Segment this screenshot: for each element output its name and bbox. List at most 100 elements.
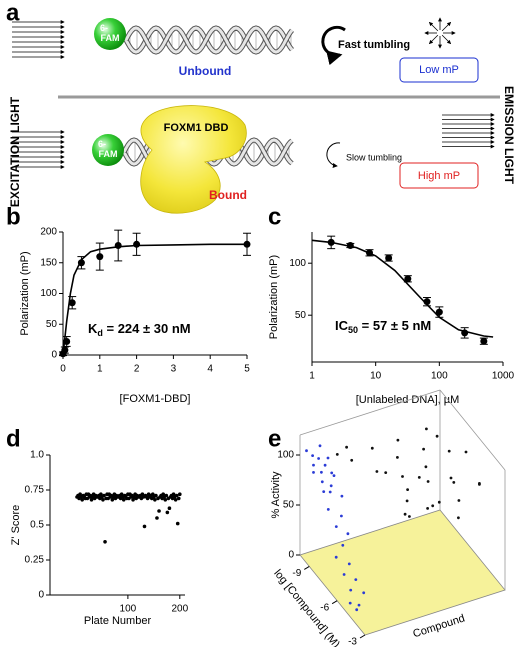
x-tick: [304, 565, 310, 570]
y-tick-label: 100: [289, 258, 306, 269]
x-tick-label: -9: [292, 568, 301, 579]
x-tick-label: -3: [348, 637, 357, 647]
y-tick-label: 0.5: [30, 520, 44, 531]
data-point: [131, 498, 135, 502]
data-point: [346, 532, 350, 536]
data-point: [425, 427, 428, 431]
readout-label: High mP: [418, 170, 460, 182]
data-point: [435, 308, 443, 316]
data-point: [322, 490, 326, 493]
emission-ray: [428, 34, 439, 45]
data-point: [153, 498, 157, 502]
data-point: [341, 543, 345, 547]
data-point: [340, 514, 343, 518]
x-axis-label: [FOXM1-DBD]: [120, 393, 191, 405]
box-edge: [299, 389, 441, 436]
data-point: [457, 499, 461, 502]
data-point: [396, 456, 399, 459]
x-tick-label: 1: [97, 364, 103, 375]
data-point: [447, 449, 451, 453]
x-tick: [331, 600, 338, 605]
light-arrows: [12, 20, 495, 169]
data-point: [163, 498, 168, 502]
data-point: [114, 242, 122, 250]
data-point: [332, 474, 336, 477]
data-point: [417, 476, 421, 479]
x-tick-label: 4: [207, 364, 213, 375]
fam-label: 6-FAM: [100, 23, 120, 43]
data-point: [312, 463, 315, 467]
data-point: [103, 540, 107, 544]
y-tick-label: 0.75: [25, 485, 45, 496]
data-point: [362, 591, 366, 595]
x-tick-label: 1000: [492, 371, 515, 382]
y-tick-label: 50: [46, 319, 58, 330]
readout-label: Low mP: [419, 64, 459, 76]
x-tick-label: 0: [60, 364, 66, 375]
data-point: [401, 475, 404, 478]
data-point: [133, 240, 141, 248]
data-point: [354, 578, 358, 581]
data-point: [318, 444, 322, 448]
data-point: [408, 515, 411, 518]
data-point: [154, 493, 158, 498]
emission-ray: [441, 34, 452, 45]
data-point: [175, 521, 180, 526]
y-tick-label: 0: [288, 550, 294, 561]
data-point: [323, 463, 327, 467]
annotation-text: IC: [335, 318, 349, 333]
data-point: [350, 458, 354, 462]
data-point: [449, 476, 453, 480]
data-point: [431, 504, 435, 508]
data-point: [334, 525, 338, 528]
y-tick-label: 150: [40, 257, 57, 268]
data-point: [320, 470, 323, 474]
data-point: [452, 481, 456, 484]
data-point: [164, 493, 169, 498]
floor: [299, 509, 506, 636]
fit-curve: [311, 239, 494, 338]
data-point: [424, 465, 428, 469]
y-tick-label: 1.0: [30, 450, 44, 461]
emission-ray: [441, 21, 452, 32]
foxm1-protein: [140, 105, 247, 214]
data-point: [370, 446, 374, 450]
data-point: [78, 492, 82, 497]
dna-strand: [124, 26, 294, 54]
data-point: [312, 471, 315, 474]
data-point: [96, 253, 104, 261]
fam-dye: [94, 18, 126, 50]
data-point: [326, 508, 330, 511]
data-point: [165, 510, 170, 515]
x-tick: [359, 634, 366, 639]
data-point: [480, 337, 488, 345]
data-point: [328, 490, 332, 494]
x-tick-label: 5: [244, 364, 250, 375]
fam-label: 6-FAM: [98, 139, 118, 159]
y-tick-label: 50: [283, 500, 295, 511]
y-axis-label: % Activity: [270, 471, 282, 519]
y-axis-label: Polarization (mP): [19, 251, 31, 335]
data-point: [403, 512, 407, 516]
data-point: [99, 492, 103, 497]
data-point: [173, 498, 178, 502]
data-point: [348, 601, 352, 605]
x-tick-label: 100: [120, 604, 137, 615]
data-point: [406, 488, 409, 491]
y-axis-label: Z' Score: [10, 505, 22, 546]
readout-box: [399, 57, 479, 83]
fast-rotation-arrow: [321, 25, 346, 66]
readout-box: [399, 162, 479, 189]
y-tick-label: 100: [40, 288, 57, 299]
data-point: [422, 447, 425, 451]
state-label: Bound: [209, 188, 247, 202]
data-point: [167, 506, 172, 511]
emission-label: EMISSION LIGHT: [502, 86, 516, 185]
x-tick-label: -6: [320, 602, 329, 613]
data-point: [357, 603, 361, 607]
y-tick-label: 0: [51, 350, 57, 361]
data-point: [110, 498, 115, 502]
dna-strand: [124, 26, 294, 54]
